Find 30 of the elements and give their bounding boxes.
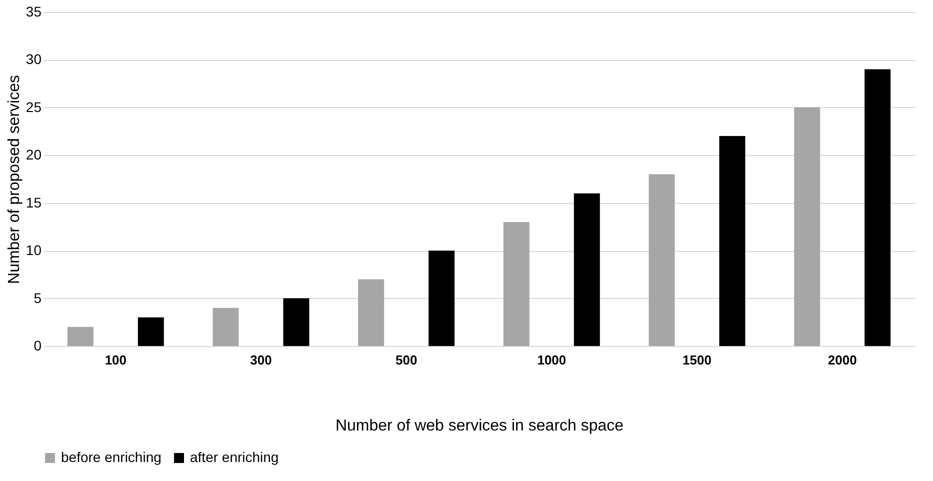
bar	[503, 222, 530, 346]
y-tick-label: 20	[26, 146, 42, 163]
bar	[67, 326, 94, 346]
y-tick-label: 15	[26, 194, 42, 210]
y-axis-title: Number of proposed services	[6, 75, 23, 284]
y-tick-label: 35	[26, 4, 42, 20]
bar	[138, 317, 164, 346]
legend-label: before enriching	[61, 449, 162, 465]
legend-label: after enriching	[190, 449, 279, 465]
y-tick-label: 25	[26, 98, 42, 115]
bar	[648, 174, 675, 346]
bar	[212, 308, 239, 346]
y-tick-label: 10	[26, 242, 42, 258]
bar	[358, 279, 384, 346]
bar	[794, 107, 820, 346]
bar	[428, 250, 455, 346]
y-tick-label: 30	[26, 51, 42, 68]
x-axis-title: Number of web services in search space	[335, 418, 624, 434]
bar	[574, 193, 600, 346]
y-tick-label: 0	[34, 338, 42, 354]
y-tick-label: 5	[34, 290, 42, 306]
bar	[719, 136, 746, 346]
x-tick-label: 1500	[682, 352, 712, 368]
x-tick-label: 300	[250, 352, 272, 368]
bar	[864, 69, 891, 346]
x-tick-label: 1000	[537, 352, 566, 368]
x-tick-label: 2000	[828, 352, 857, 368]
x-tick-label: 500	[395, 352, 418, 368]
x-tick-label: 100	[104, 352, 127, 368]
bar	[283, 298, 310, 346]
